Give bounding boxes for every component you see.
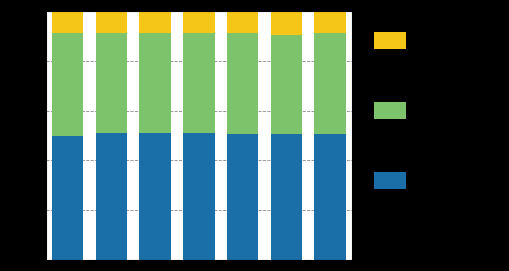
Bar <box>139 33 171 133</box>
Bar <box>139 133 171 260</box>
Bar <box>270 11 301 34</box>
Bar <box>52 33 83 136</box>
Bar <box>314 11 345 33</box>
Bar <box>183 33 214 133</box>
Bar <box>96 11 127 33</box>
Bar <box>183 11 214 33</box>
Bar <box>52 136 83 260</box>
Bar <box>227 11 258 33</box>
Bar <box>139 11 171 33</box>
FancyBboxPatch shape <box>373 32 406 50</box>
FancyBboxPatch shape <box>373 172 406 189</box>
Bar <box>96 33 127 133</box>
Bar <box>227 33 258 134</box>
FancyBboxPatch shape <box>373 102 406 119</box>
Bar <box>314 134 345 260</box>
Bar <box>270 134 301 260</box>
Bar <box>96 133 127 260</box>
Bar <box>52 11 83 33</box>
Bar <box>227 134 258 260</box>
Bar <box>183 133 214 260</box>
Bar <box>314 33 345 134</box>
Bar <box>270 34 301 134</box>
